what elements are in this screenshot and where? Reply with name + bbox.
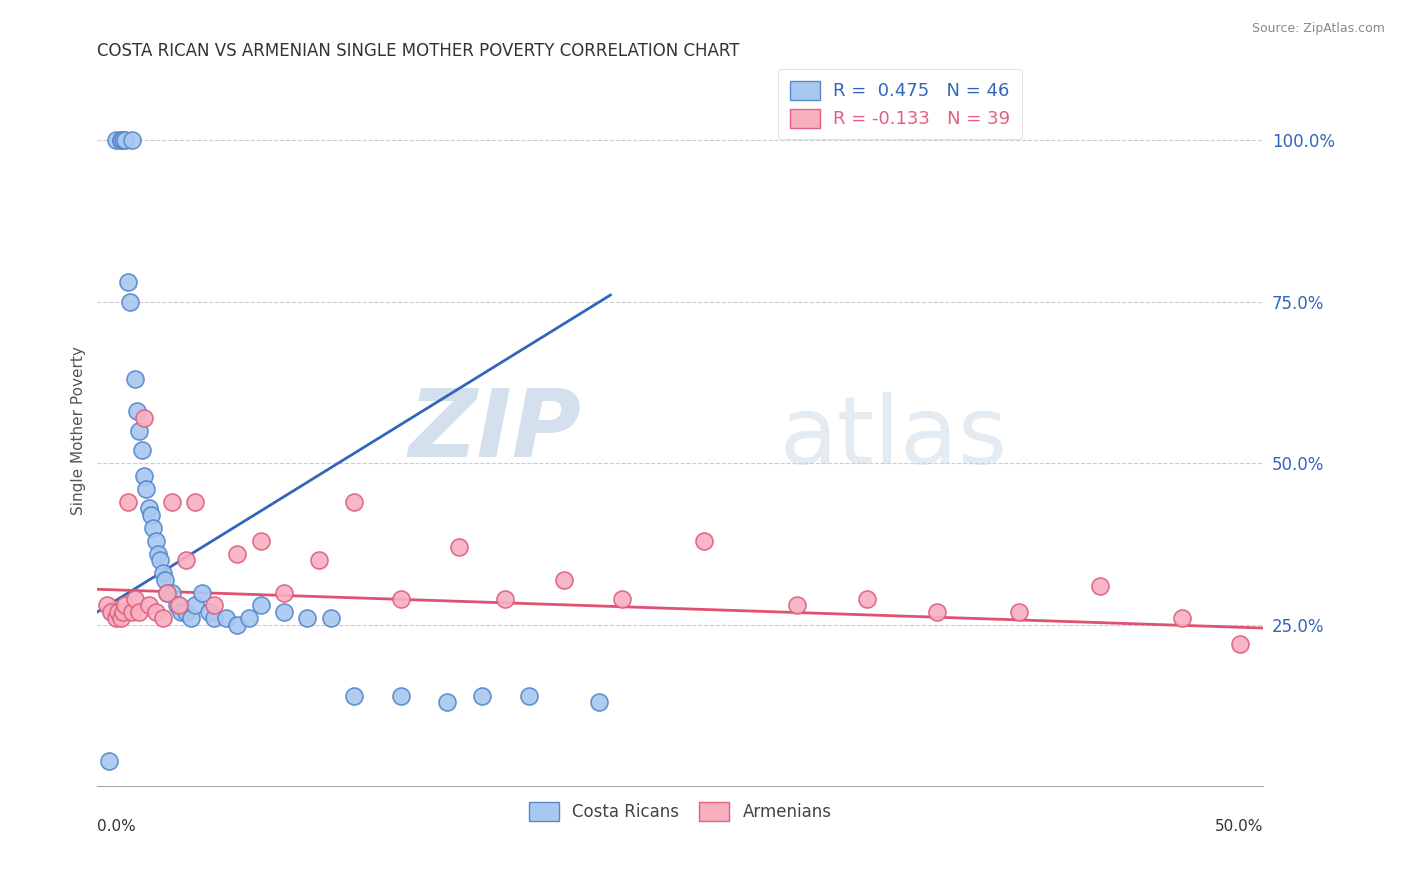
Point bbox=[1007, 605, 1029, 619]
Point bbox=[174, 605, 197, 619]
Point bbox=[553, 573, 575, 587]
Point bbox=[152, 611, 174, 625]
Text: Source: ZipAtlas.com: Source: ZipAtlas.com bbox=[1251, 22, 1385, 36]
Point bbox=[1088, 579, 1111, 593]
Point bbox=[135, 482, 157, 496]
Point bbox=[389, 591, 412, 606]
Point bbox=[132, 469, 155, 483]
Text: atlas: atlas bbox=[779, 392, 1008, 484]
Point bbox=[249, 533, 271, 548]
Point bbox=[191, 585, 214, 599]
Point bbox=[124, 372, 146, 386]
Point bbox=[389, 689, 412, 703]
Y-axis label: Single Mother Poverty: Single Mother Poverty bbox=[72, 346, 86, 516]
Point bbox=[128, 605, 150, 619]
Point bbox=[131, 443, 153, 458]
Point bbox=[96, 599, 118, 613]
Point bbox=[517, 689, 540, 703]
Point bbox=[308, 553, 330, 567]
Point bbox=[110, 133, 132, 147]
Point bbox=[110, 133, 132, 147]
Point bbox=[98, 754, 121, 768]
Point bbox=[273, 605, 295, 619]
Point bbox=[214, 611, 236, 625]
Point bbox=[142, 521, 165, 535]
Point bbox=[226, 617, 249, 632]
Point bbox=[160, 495, 183, 509]
Point bbox=[447, 540, 470, 554]
Point bbox=[128, 424, 150, 438]
Point bbox=[149, 553, 172, 567]
Point bbox=[167, 599, 190, 613]
Point bbox=[117, 275, 139, 289]
Point bbox=[105, 611, 128, 625]
Point bbox=[114, 599, 136, 613]
Point bbox=[132, 411, 155, 425]
Point bbox=[124, 591, 146, 606]
Point bbox=[105, 133, 128, 147]
Point bbox=[343, 689, 366, 703]
Point bbox=[610, 591, 633, 606]
Point bbox=[170, 605, 193, 619]
Point bbox=[145, 605, 167, 619]
Point bbox=[297, 611, 319, 625]
Point bbox=[436, 695, 458, 709]
Point bbox=[138, 599, 160, 613]
Point bbox=[273, 585, 295, 599]
Point bbox=[1229, 637, 1251, 651]
Point bbox=[152, 566, 174, 580]
Point bbox=[156, 585, 179, 599]
Point bbox=[100, 605, 122, 619]
Point bbox=[139, 508, 162, 522]
Point bbox=[693, 533, 716, 548]
Point bbox=[202, 599, 225, 613]
Text: 0.0%: 0.0% bbox=[97, 819, 136, 833]
Point bbox=[226, 547, 249, 561]
Point bbox=[160, 585, 183, 599]
Point bbox=[786, 599, 808, 613]
Point bbox=[495, 591, 517, 606]
Point bbox=[588, 695, 610, 709]
Point bbox=[111, 133, 134, 147]
Point bbox=[202, 611, 225, 625]
Text: COSTA RICAN VS ARMENIAN SINGLE MOTHER POVERTY CORRELATION CHART: COSTA RICAN VS ARMENIAN SINGLE MOTHER PO… bbox=[97, 42, 740, 60]
Point bbox=[146, 547, 169, 561]
Point bbox=[166, 599, 188, 613]
Point bbox=[118, 294, 141, 309]
Point bbox=[121, 605, 143, 619]
Point bbox=[249, 599, 271, 613]
Point bbox=[117, 495, 139, 509]
Point bbox=[153, 573, 176, 587]
Point bbox=[343, 495, 366, 509]
Point bbox=[111, 605, 134, 619]
Point bbox=[107, 605, 129, 619]
Point bbox=[471, 689, 494, 703]
Point bbox=[180, 611, 202, 625]
Point bbox=[184, 495, 207, 509]
Point bbox=[856, 591, 879, 606]
Point bbox=[138, 501, 160, 516]
Point bbox=[238, 611, 260, 625]
Point bbox=[319, 611, 342, 625]
Point bbox=[156, 585, 179, 599]
Point bbox=[145, 533, 167, 548]
Text: 50.0%: 50.0% bbox=[1215, 819, 1264, 833]
Point bbox=[174, 553, 197, 567]
Point bbox=[114, 133, 136, 147]
Point bbox=[198, 605, 221, 619]
Point bbox=[1171, 611, 1194, 625]
Point bbox=[121, 133, 143, 147]
Point bbox=[925, 605, 948, 619]
Legend: Costa Ricans, Armenians: Costa Ricans, Armenians bbox=[523, 796, 838, 828]
Text: ZIP: ZIP bbox=[408, 384, 581, 477]
Point bbox=[184, 599, 207, 613]
Point bbox=[125, 404, 148, 418]
Point bbox=[110, 611, 132, 625]
